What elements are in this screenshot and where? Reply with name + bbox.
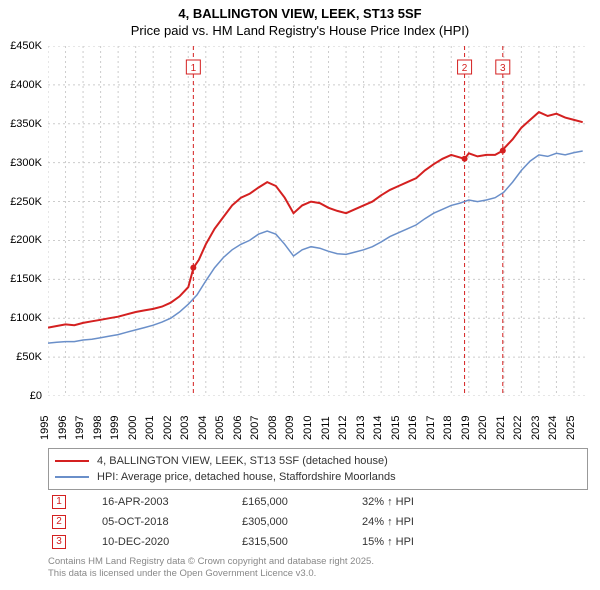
y-tick-label: £200K	[10, 234, 42, 246]
chart-container: 4, BALLINGTON VIEW, LEEK, ST13 5SF Price…	[0, 0, 600, 590]
x-tick-label: 2012	[337, 416, 349, 440]
sale-marker-box: 1	[52, 495, 66, 509]
chart-svg: 1 2 3	[48, 46, 588, 396]
legend-swatch	[55, 460, 89, 462]
x-tick-label: 2024	[547, 416, 559, 440]
sale-date: 10-DEC-2020	[102, 536, 242, 548]
x-tick-label: 1999	[109, 416, 121, 440]
y-tick-label: £150K	[10, 273, 42, 285]
x-tick-label: 2013	[355, 416, 367, 440]
sale-marker-box: 2	[52, 515, 66, 529]
sale-row: 2 05-OCT-2018£305,00024% ↑ HPI	[48, 512, 588, 532]
sale-price: £305,000	[242, 516, 362, 528]
x-tick-label: 2000	[127, 416, 139, 440]
sale-date: 05-OCT-2018	[102, 516, 242, 528]
x-tick-label: 2019	[460, 416, 472, 440]
y-tick-label: £100K	[10, 312, 42, 324]
y-tick-label: £300K	[10, 157, 42, 169]
y-tick-label: £400K	[10, 79, 42, 91]
x-tick-label: 1998	[92, 416, 104, 440]
x-tick-label: 2002	[162, 416, 174, 440]
x-tick-label: 2003	[179, 416, 191, 440]
x-tick-label: 2017	[425, 416, 437, 440]
sale-row: 1 16-APR-2003£165,00032% ↑ HPI	[48, 492, 588, 512]
x-tick-label: 2023	[530, 416, 542, 440]
sale-hpi: 15% ↑ HPI	[362, 536, 482, 548]
sale-date: 16-APR-2003	[102, 496, 242, 508]
x-tick-label: 2004	[197, 416, 209, 440]
sale-price: £165,000	[242, 496, 362, 508]
y-axis: £0£50K£100K£150K£200K£250K£300K£350K£400…	[0, 46, 46, 396]
x-tick-label: 1996	[57, 416, 69, 440]
sale-price: £315,500	[242, 536, 362, 548]
x-tick-label: 2009	[284, 416, 296, 440]
x-tick-label: 2015	[390, 416, 402, 440]
x-tick-label: 2008	[267, 416, 279, 440]
legend-swatch	[55, 476, 89, 478]
sale-marker-box: 3	[52, 535, 66, 549]
svg-text:3: 3	[500, 63, 506, 74]
sale-hpi: 24% ↑ HPI	[362, 516, 482, 528]
title-block: 4, BALLINGTON VIEW, LEEK, ST13 5SF Price…	[0, 0, 600, 38]
x-tick-label: 1995	[39, 416, 51, 440]
x-tick-label: 1997	[74, 416, 86, 440]
y-tick-label: £450K	[10, 40, 42, 52]
y-tick-label: £250K	[10, 196, 42, 208]
x-tick-label: 2014	[372, 416, 384, 440]
y-tick-label: £350K	[10, 118, 42, 130]
footer-line2: This data is licensed under the Open Gov…	[48, 568, 374, 580]
x-tick-label: 2005	[214, 416, 226, 440]
y-tick-label: £0	[30, 390, 42, 402]
title-subtitle: Price paid vs. HM Land Registry's House …	[0, 23, 600, 38]
y-tick-label: £50K	[16, 351, 42, 363]
legend-label: 4, BALLINGTON VIEW, LEEK, ST13 5SF (deta…	[97, 455, 388, 467]
x-tick-label: 2018	[442, 416, 454, 440]
svg-text:1: 1	[191, 63, 197, 74]
footer-line1: Contains HM Land Registry data © Crown c…	[48, 556, 374, 568]
x-tick-label: 2007	[249, 416, 261, 440]
x-tick-label: 2021	[495, 416, 507, 440]
legend-label: HPI: Average price, detached house, Staf…	[97, 471, 396, 483]
title-address: 4, BALLINGTON VIEW, LEEK, ST13 5SF	[0, 6, 600, 21]
x-tick-label: 2022	[512, 416, 524, 440]
x-tick-label: 2025	[565, 416, 577, 440]
legend-box: 4, BALLINGTON VIEW, LEEK, ST13 5SF (deta…	[48, 448, 588, 490]
x-tick-label: 2016	[407, 416, 419, 440]
legend-row: HPI: Average price, detached house, Staf…	[55, 469, 581, 485]
sale-row: 3 10-DEC-2020£315,50015% ↑ HPI	[48, 532, 588, 552]
x-axis: 1995199619971998199920002001200220032004…	[48, 398, 588, 446]
chart-area: 1 2 3	[48, 46, 588, 396]
x-tick-label: 2001	[144, 416, 156, 440]
x-tick-label: 2006	[232, 416, 244, 440]
x-tick-label: 2011	[320, 416, 332, 440]
svg-text:2: 2	[462, 63, 468, 74]
x-tick-label: 2020	[477, 416, 489, 440]
legend-row: 4, BALLINGTON VIEW, LEEK, ST13 5SF (deta…	[55, 453, 581, 469]
sale-hpi: 32% ↑ HPI	[362, 496, 482, 508]
sales-table: 1 16-APR-2003£165,00032% ↑ HPI 2 05-OCT-201…	[48, 492, 588, 552]
x-tick-label: 2010	[302, 416, 314, 440]
footer: Contains HM Land Registry data © Crown c…	[48, 556, 374, 581]
